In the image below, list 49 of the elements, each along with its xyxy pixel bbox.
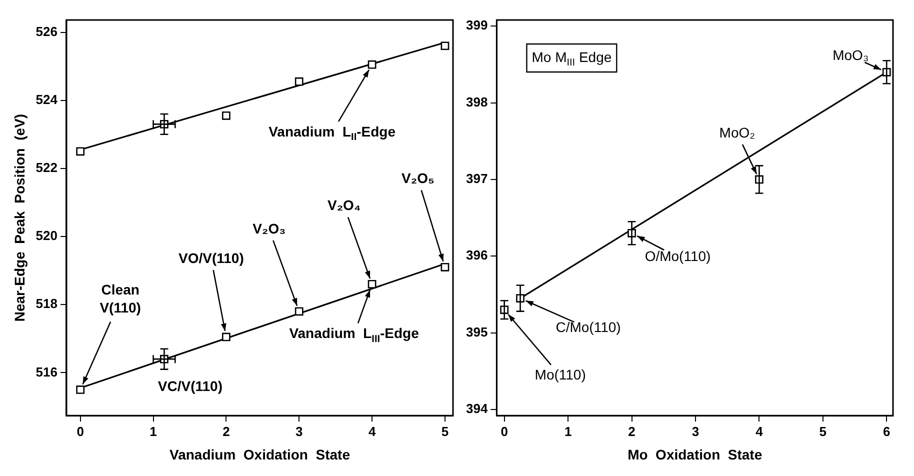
annotation: MoO₂ — [719, 124, 756, 140]
y-tick-label: 522 — [36, 160, 58, 176]
annotation: O/Mo(110) — [644, 248, 711, 264]
y-tick-label: 396 — [466, 248, 488, 263]
annotation: Clean V(110) — [100, 282, 141, 316]
x-tick-label: 4 — [368, 424, 376, 439]
x-tick-label: 2 — [628, 424, 636, 439]
x-tick-label: 6 — [883, 424, 890, 439]
point — [440, 42, 450, 50]
x-tick-label: 0 — [76, 424, 84, 439]
x-tick-label: 5 — [819, 424, 827, 439]
x-tick-label: 5 — [441, 424, 449, 439]
y-tick-label: 399 — [466, 18, 488, 33]
point — [222, 111, 230, 120]
y-tick-label: 526 — [36, 24, 58, 39]
point — [294, 77, 304, 86]
y-tick-label: 395 — [466, 324, 488, 340]
x-tick-label: 2 — [222, 424, 230, 439]
point — [368, 280, 376, 288]
annotation: V₂O₄ — [327, 197, 361, 214]
annotation: VC/V(110) — [158, 378, 223, 394]
y-tick-label: 524 — [36, 92, 58, 107]
point — [76, 147, 85, 156]
annotation: C/Mo(110) — [556, 319, 621, 336]
point — [294, 307, 304, 316]
x-axis-title: Mo Oxidation State — [628, 446, 762, 462]
y-tick-label: 516 — [36, 364, 58, 380]
x-tick-label: 4 — [756, 424, 764, 439]
annotation: VO/V(110) — [178, 250, 244, 266]
annotation: V₂O₃ — [252, 220, 286, 236]
annotation: Mo(110) — [534, 366, 586, 383]
point — [76, 386, 85, 394]
point — [440, 262, 450, 272]
annotation: V₂O₅ — [402, 170, 434, 186]
x-tick-label: 0 — [500, 424, 508, 439]
y-tick-label: 397 — [466, 171, 488, 186]
x-tick-label: 1 — [150, 424, 157, 439]
point — [368, 60, 376, 69]
point — [222, 332, 230, 342]
x-tick-label: 1 — [564, 424, 572, 439]
x-tick-label: 3 — [692, 424, 700, 439]
y-axis-title: Near-Edge Peak Position (eV) — [11, 114, 28, 322]
y-tick-label: 394 — [466, 401, 488, 416]
y-tick-label: 520 — [36, 228, 58, 244]
y-tick-label: 398 — [466, 94, 488, 110]
x-tick-label: 3 — [296, 424, 303, 439]
annotation: MoO₃ — [832, 46, 869, 63]
y-tick-label: 518 — [36, 296, 58, 312]
x-axis-title: Vanadium Oxidation State — [170, 446, 350, 462]
